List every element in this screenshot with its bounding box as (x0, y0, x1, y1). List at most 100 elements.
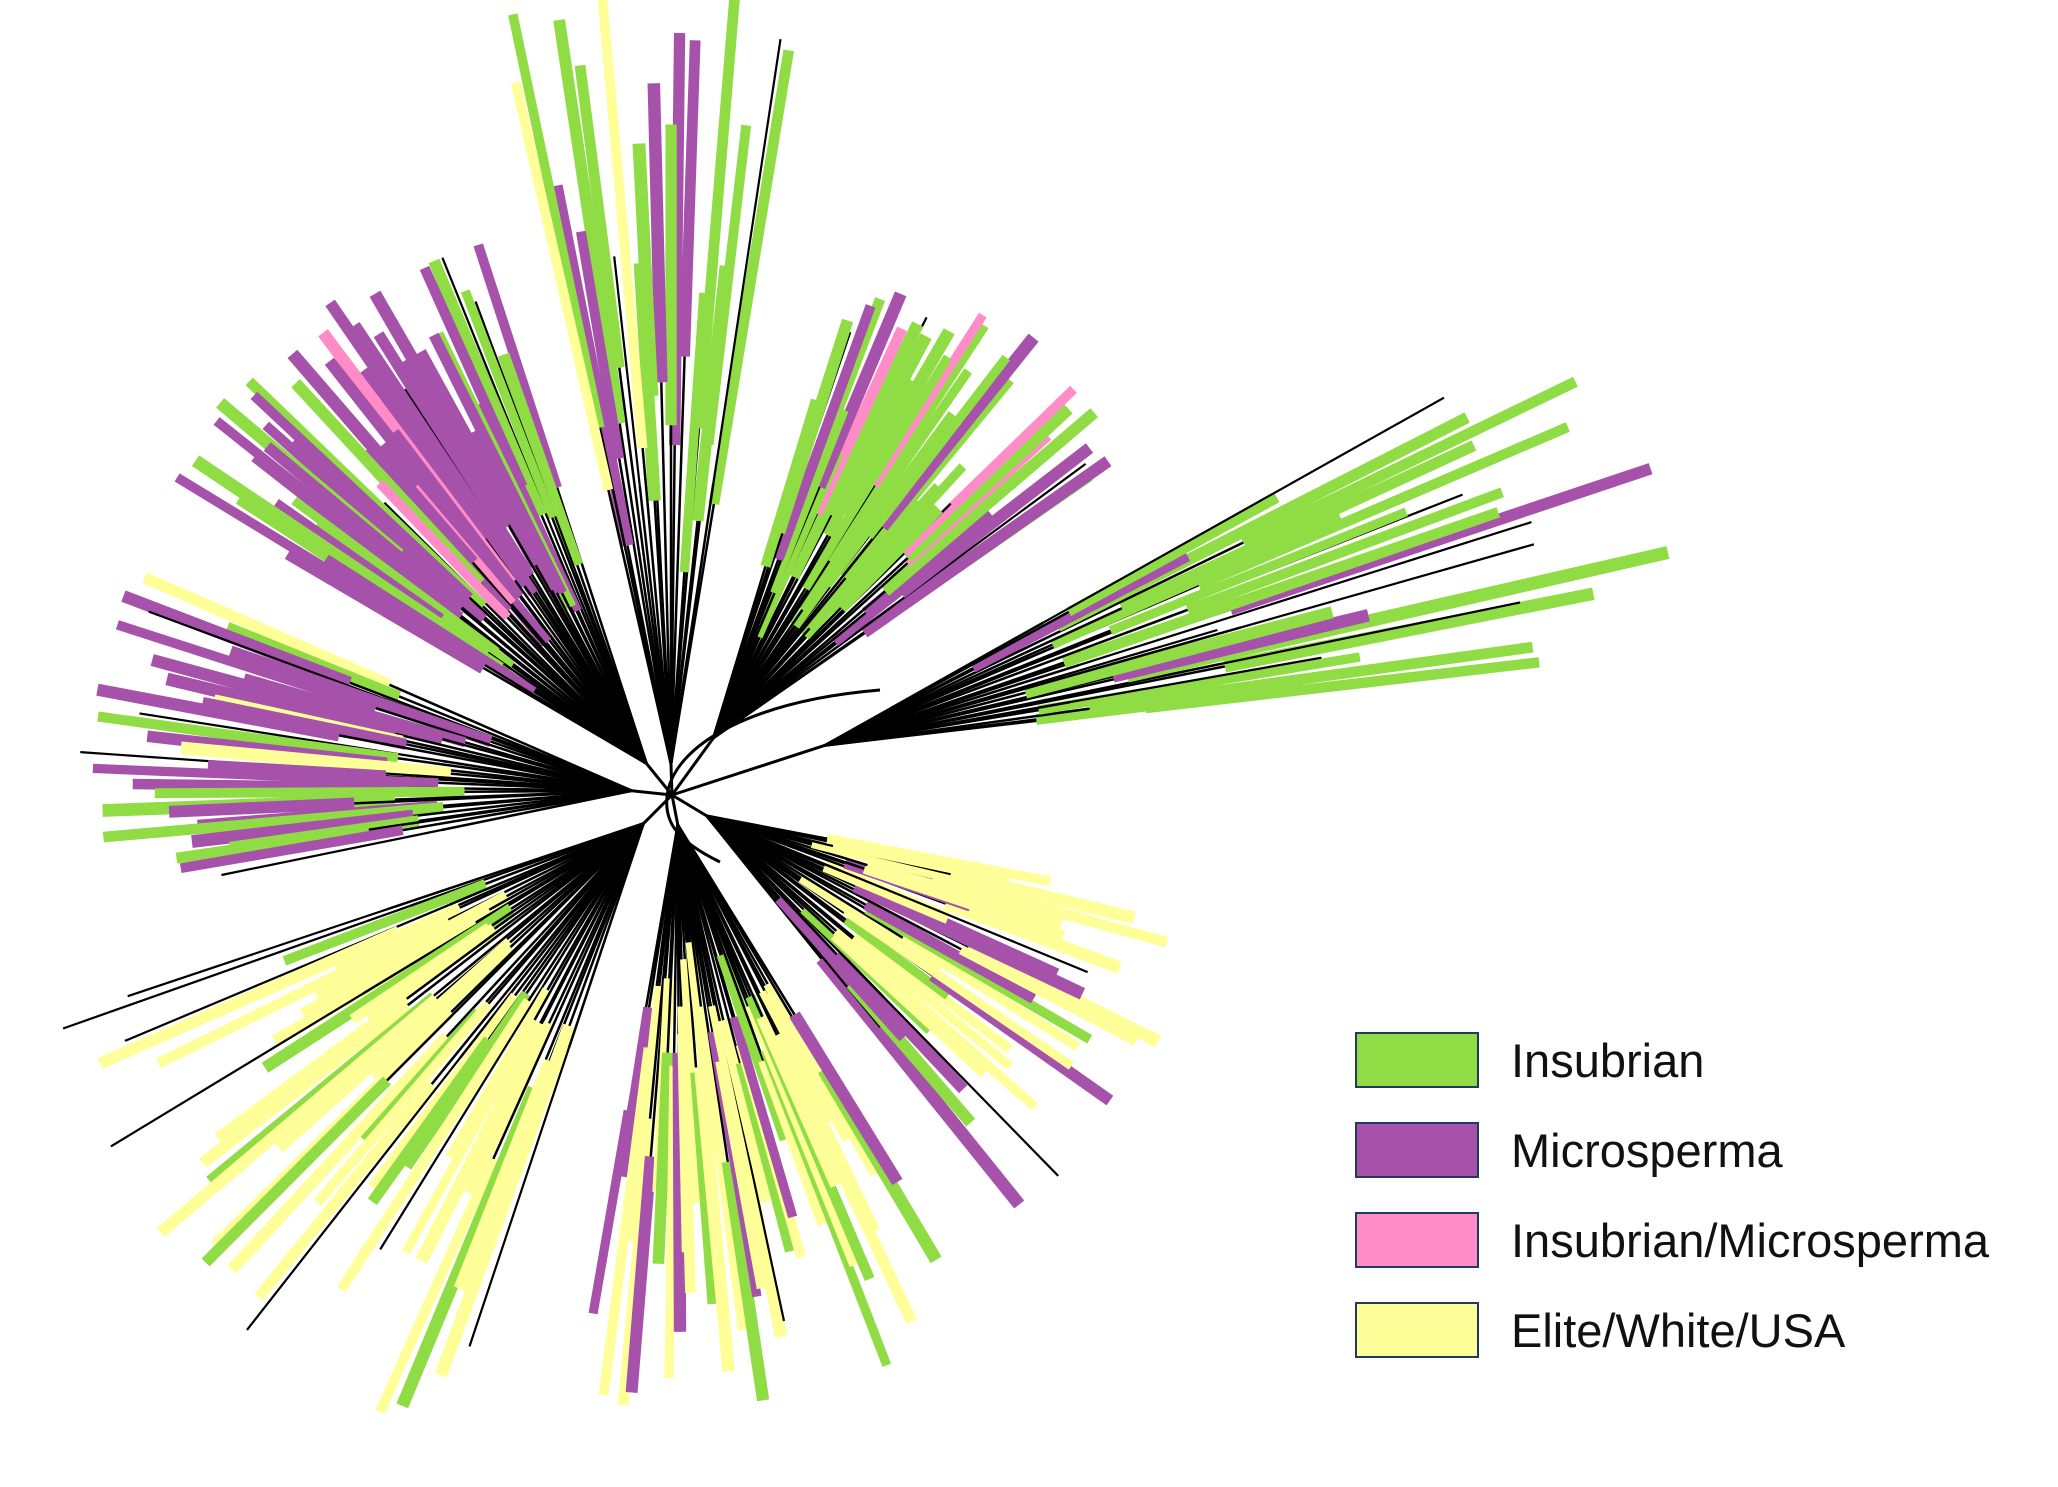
leaf-branch-elite-white-usa (401, 1017, 539, 1255)
leaf-branch-unassigned (246, 1057, 461, 1331)
leaf-branch-unassigned (110, 992, 364, 1148)
internal-branch (617, 458, 673, 766)
leaf-branch-microsperma (576, 230, 625, 460)
leaf-branch-unassigned (127, 908, 388, 998)
leaf-branch-insubrian (428, 258, 547, 518)
leaf-branch-insubrian-microsperma (811, 326, 908, 516)
leaf-branch-unassigned (1012, 628, 1218, 692)
leaf-branch-microsperma (729, 1015, 798, 1219)
leaf-branch-insubrian (691, 265, 732, 522)
internal-branch (706, 814, 828, 840)
clade-stem-left-mixed (632, 789, 673, 797)
leaf-branch-elite-white-usa (364, 923, 498, 1023)
legend-item-microsperma: Microsperma (1355, 1118, 2045, 1182)
internal-branch (618, 367, 673, 766)
leaf-branch-microsperma (263, 442, 465, 613)
internal-branch (441, 789, 633, 832)
leaf-branch-insubrian (1223, 587, 1595, 673)
leaf-branch-elite-white-usa (227, 1032, 452, 1274)
leaf-branch-insubrian (1196, 422, 1570, 590)
leaf-branch-elite-white-usa (198, 1000, 412, 1168)
leaf-branch-insubrian (1241, 376, 1578, 548)
leaf-branch-microsperma (92, 763, 439, 788)
leaf-branch-microsperma (323, 554, 537, 696)
leaf-branch-elite-white-usa (756, 1014, 843, 1188)
leaf-branch-insubrian (282, 879, 488, 966)
leaf-branch-elite-white-usa (337, 998, 533, 1292)
leaf-branch-elite-white-usa (718, 1019, 771, 1204)
leaf-branch-insubrian (1066, 493, 1280, 617)
leaf-branch-elite-white-usa (833, 927, 1039, 1111)
leaf-branch-elite-white-usa (156, 994, 441, 1238)
leaf-branch-microsperma (625, 1156, 657, 1393)
leaf-branch-microsperma (773, 304, 876, 562)
leaf-branch-insubrian (798, 368, 972, 613)
leaf-branch-insubrian (154, 786, 465, 799)
leaf-branch-insubrian (716, 952, 791, 1142)
legend-label-insubrian-microsperma: Insubrian/Microsperma (1511, 1213, 1990, 1267)
leaf-branch-elite-white-usa (625, 985, 664, 1241)
leaf-branch-elite-white-usa (368, 992, 519, 1190)
leaf-branch-unassigned (379, 983, 546, 1250)
leaf-branch-insubrian (1185, 487, 1504, 615)
leaf-branch-microsperma (132, 778, 405, 793)
leaf-branch-elite-white-usa (865, 860, 1063, 930)
leaf-branch-microsperma (358, 366, 491, 543)
internal-branch (482, 666, 648, 765)
leaf-branch-unassigned (441, 257, 571, 572)
leaf-branch-elite-white-usa (822, 860, 951, 924)
leaf-branch-insubrian (97, 711, 399, 764)
leaf-branch-elite-white-usa (597, 0, 648, 449)
leaf-branch-microsperma (816, 954, 1025, 1209)
leaf-branch-insubrian (760, 398, 822, 568)
leaf-branch-unassigned (1042, 396, 1445, 624)
leaf-branch-microsperma (287, 349, 478, 567)
leaf-branch-microsperma (191, 809, 414, 848)
leaf-branch-elite-white-usa (965, 941, 1161, 1048)
leaf-branch-microsperma (877, 333, 1039, 531)
leaf-branch-elite-white-usa (763, 981, 879, 1177)
leaf-branch-insubrian (1038, 652, 1361, 715)
leaf-branch-elite-white-usa (434, 1023, 576, 1378)
leaf-branch-microsperma (179, 825, 404, 874)
leaf-branch-unassigned (712, 39, 782, 484)
leaf-branch-elite-white-usa (313, 1000, 493, 1206)
leaf-branch-microsperma (616, 1006, 655, 1178)
leaf-branch-microsperma (168, 797, 355, 818)
internal-branch (676, 823, 796, 1016)
leaf-branch-elite-white-usa (271, 917, 479, 1047)
leaf-branch-insubrian (735, 1061, 794, 1253)
legend-swatch-microsperma (1355, 1122, 1479, 1178)
leaf-branch-microsperma (325, 299, 530, 590)
leaf-branch-unassigned (468, 1047, 570, 1347)
leaf-branch-elite-white-usa (375, 1156, 498, 1414)
leaf-branch-insubrian (460, 289, 557, 520)
leaf-branch-elite-white-usa (275, 938, 514, 1153)
leaf-branch-insubrian (574, 64, 625, 369)
leaf-branch-elite-white-usa (142, 572, 392, 690)
internal-branch (492, 822, 645, 1160)
internal-branch (705, 814, 885, 999)
leaf-branch-microsperma (228, 645, 493, 747)
leaf-branch-microsperma (251, 452, 464, 622)
tree-branches (62, 0, 1670, 1414)
leaf-branch-insubrian (1035, 681, 1303, 725)
leaf-branch-microsperma (813, 291, 907, 490)
leaf-branch-insubrian (175, 824, 370, 864)
leaf-branch-elite-white-usa (798, 874, 943, 974)
leaf-branch-insubrian-microsperma (376, 479, 511, 621)
leaf-branch-microsperma (115, 620, 377, 713)
internal-branch (386, 822, 645, 1082)
leaf-branch-unassigned (1069, 656, 1322, 704)
leaf-branch-unassigned (1079, 521, 1532, 666)
leaf-branch-insubrian (652, 1052, 674, 1265)
leaf-branch-insubrian (825, 333, 932, 519)
leaf-branch-unassigned (840, 869, 1089, 974)
internal-branch (402, 789, 633, 832)
leaf-branch-microsperma (1111, 609, 1370, 683)
legend-item-elite-white-usa: Elite/White/USA (1355, 1298, 2045, 1362)
leaf-branch-insubrian (553, 19, 626, 425)
leaf-branch-insubrian (693, 0, 740, 429)
leaf-branch-unassigned (1222, 601, 1521, 665)
leaf-branch-insubrian (367, 1036, 494, 1205)
